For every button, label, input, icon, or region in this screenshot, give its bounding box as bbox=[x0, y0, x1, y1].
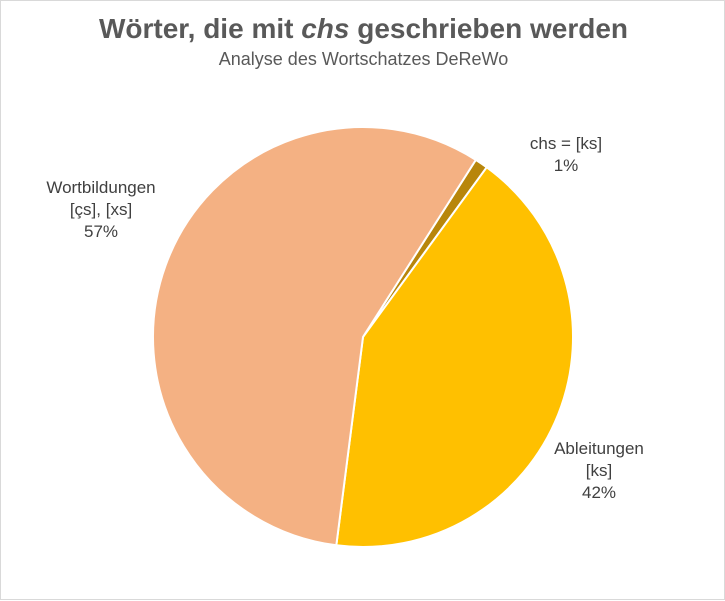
pie-slice-ableitungen bbox=[335, 165, 574, 548]
data-label-category: chs = [ks] bbox=[529, 134, 603, 153]
data-label-wortbildungen: Wortbildungen [çs], [xs] 57% bbox=[26, 177, 176, 243]
data-label-category: Ableitungen bbox=[554, 439, 644, 458]
data-label-percent: 57% bbox=[83, 222, 119, 241]
data-label-chs-ks: chs = [ks] 1% bbox=[506, 133, 626, 177]
title-emphasis: chs bbox=[301, 13, 350, 44]
data-label-category-2: [ks] bbox=[585, 461, 613, 480]
chart-title: Wörter, die mit chs geschrieben werden bbox=[1, 13, 725, 45]
chart-subtitle: Analyse des Wortschatzes DeReWo bbox=[218, 49, 509, 69]
pie-slice-wortbildungen bbox=[152, 126, 478, 547]
title-part-1: Wörter, die mit bbox=[98, 13, 302, 44]
data-label-ableitungen: Ableitungen [ks] 42% bbox=[539, 438, 659, 504]
data-label-percent: 42% bbox=[581, 483, 617, 502]
data-label-percent: 1% bbox=[553, 156, 579, 175]
title-part-2: geschrieben werden bbox=[349, 13, 629, 44]
data-label-category: Wortbildungen bbox=[46, 178, 156, 197]
data-label-category-2: [çs], [xs] bbox=[69, 200, 133, 219]
